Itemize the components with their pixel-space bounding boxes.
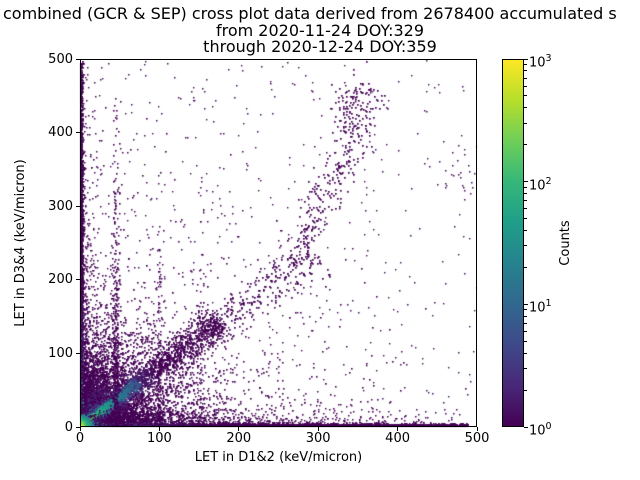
colorbar-tick-exponent: 1 [545,298,552,310]
colorbar-minor-tick [524,322,527,324]
colorbar-label: Counts [558,220,573,266]
colorbar-minor-tick [524,200,527,202]
colorbar-minor-tick [524,85,527,87]
colorbar-major-tick [524,181,528,183]
chart-title-line1: combined (GCR & SEP) cross plot data der… [3,4,617,23]
y-tick-label: 300 [48,198,73,214]
colorbar-minor-tick [524,77,527,79]
colorbar-minor-tick [524,367,527,369]
y-tick-label: 100 [48,345,73,361]
y-tick-label: 0 [64,419,73,435]
x-tick-mark [476,427,478,431]
y-tick-mark [76,426,80,428]
x-tick-label: 0 [75,431,85,446]
y-axis-label: LET in D3&4 (keV/micron) [13,159,28,327]
colorbar-tick-label: 103 [529,53,552,71]
colorbar-tick-exponent: 3 [545,53,552,64]
colorbar-minor-tick [524,352,527,354]
chart-title-line3: through 2020-12-24 DOY:359 [203,37,437,56]
colorbar-minor-tick [524,186,527,188]
x-tick-label: 300 [305,431,331,446]
x-tick-label: 200 [226,431,252,446]
colorbar-minor-tick [524,315,527,317]
y-tick-mark [76,352,80,354]
x-tick-mark [238,427,240,431]
x-tick-mark [397,427,399,431]
colorbar-minor-tick [524,266,527,268]
colorbar-minor-tick [524,309,527,311]
colorbar-minor-tick [524,144,527,146]
colorbar-major-tick [524,58,528,60]
colorbar-tick-label: 100 [529,421,552,439]
x-tick-mark [317,427,319,431]
y-tick-mark [76,205,80,207]
y-tick-label: 200 [48,272,73,288]
colorbar-minor-tick [524,64,527,66]
y-tick-label: 500 [48,51,73,67]
colorbar-minor-tick [524,218,527,220]
chart-title-line2: from 2020-11-24 DOY:329 [215,20,424,40]
colorbar-minor-tick [524,229,527,231]
colorbar-minor-tick [524,331,527,333]
x-tick-mark [79,427,81,431]
colorbar-tick-exponent: 2 [545,175,552,187]
colorbar-tick-label: 101 [529,298,552,316]
colorbar-minor-tick [524,95,527,97]
plot-frame [80,59,477,427]
colorbar-minor-tick [524,245,527,247]
x-tick-label: 500 [464,431,490,446]
colorbar-major-tick [524,426,528,428]
colorbar-gradient [502,59,524,427]
y-tick-label: 400 [48,125,73,141]
y-tick-mark [76,58,80,60]
colorbar-minor-tick [524,340,527,342]
colorbar-minor-tick [524,208,527,210]
x-tick-label: 400 [385,431,410,446]
colorbar-tick-exponent: 0 [545,421,552,432]
y-tick-mark [76,132,80,134]
colorbar-tick-label: 102 [529,175,552,193]
colorbar-minor-tick [524,107,527,109]
x-axis-label: LET in D1&2 (keV/micron) [194,450,363,465]
colorbar-minor-tick [524,70,527,72]
x-tick-label: 100 [146,431,172,446]
colorbar-minor-tick [524,122,527,124]
y-tick-mark [76,279,80,281]
x-tick-mark [158,427,160,431]
colorbar-major-tick [524,303,528,305]
colorbar-minor-tick [524,389,527,391]
colorbar-minor-tick [524,193,527,195]
